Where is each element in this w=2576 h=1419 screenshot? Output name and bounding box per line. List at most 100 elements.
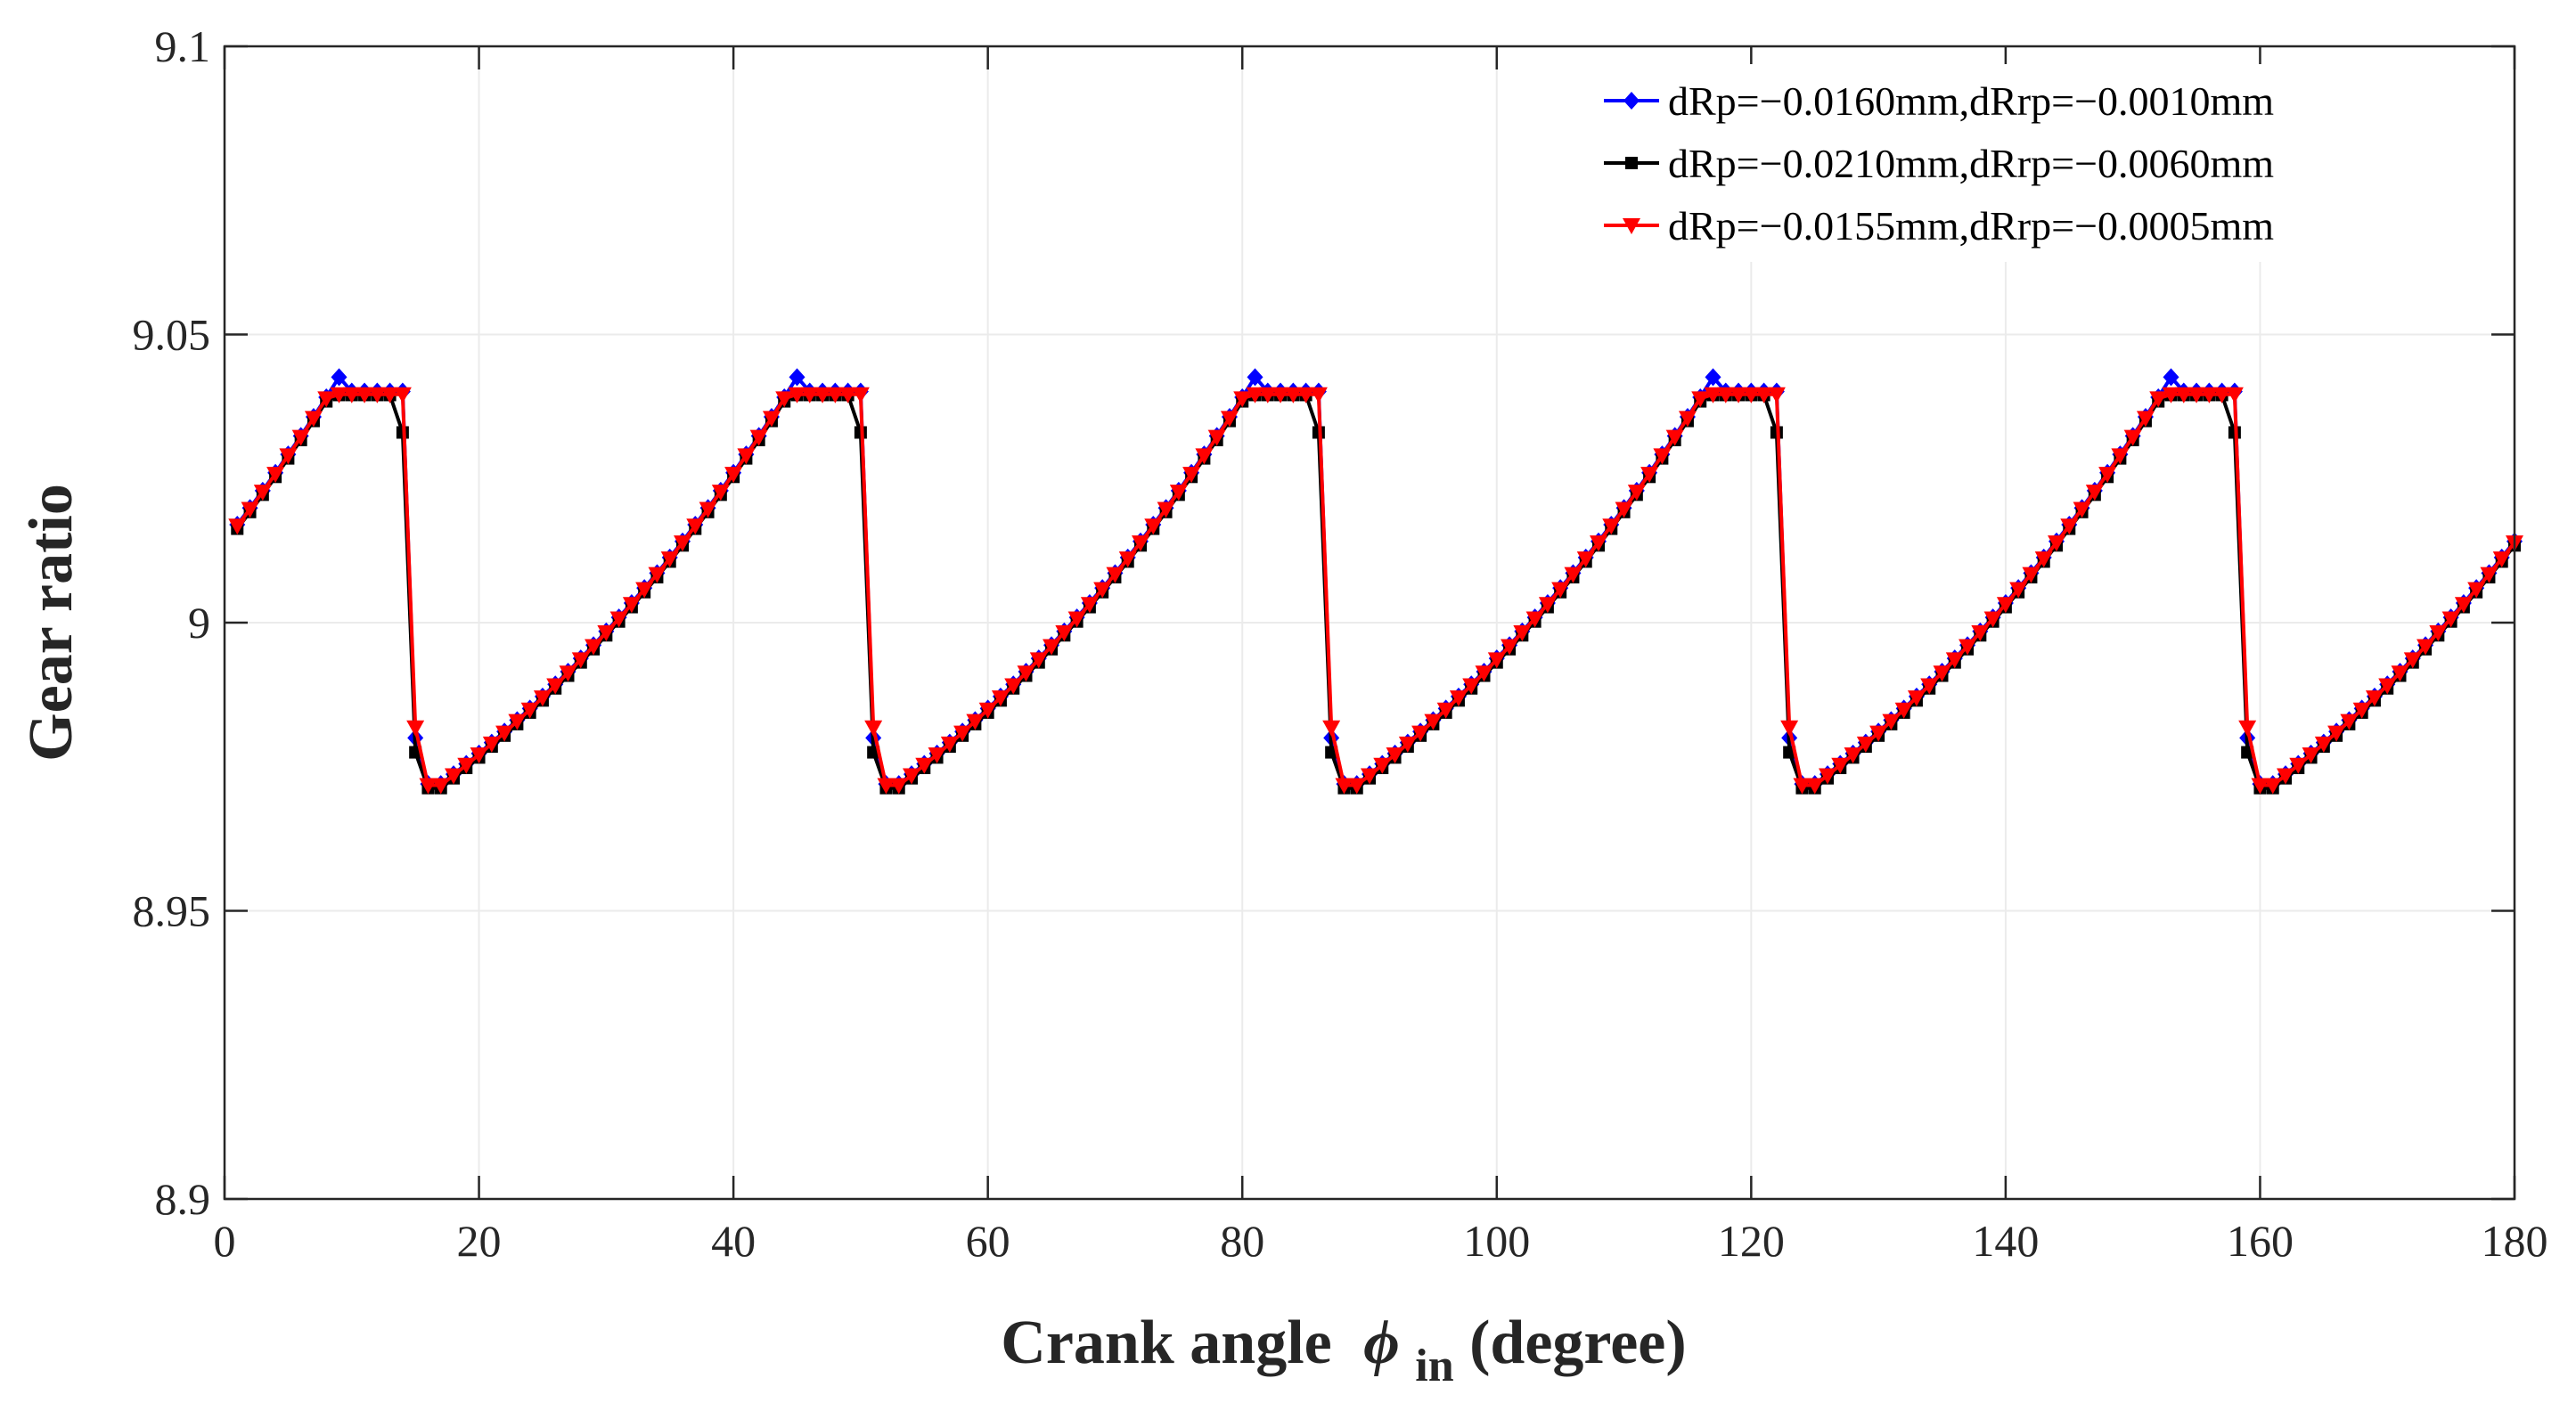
data-point-triangle — [1347, 778, 1366, 795]
x-tick-labels: 0 20 40 60 80 100 120 140 160 180 — [214, 1216, 2548, 1266]
data-point-triangle — [851, 387, 870, 404]
data-point-triangle — [1856, 736, 1875, 753]
data-point-triangle — [1462, 678, 1481, 695]
data-point-triangle — [2174, 387, 2193, 404]
data-point-triangle — [1157, 502, 1175, 518]
data-point-triangle — [2352, 702, 2371, 719]
data-point-triangle — [1959, 639, 1977, 656]
data-point-triangle — [2403, 652, 2422, 669]
x-tick-label: 140 — [1972, 1216, 2039, 1266]
data-point-triangle — [1640, 467, 1659, 484]
x-tick-label: 80 — [1220, 1216, 1264, 1266]
data-point-triangle — [1055, 624, 1074, 641]
x-axis-label-symbol: ϕ — [1363, 1309, 1400, 1377]
data-point-triangle — [520, 702, 539, 719]
data-point-triangle — [635, 582, 654, 599]
data-point-triangle — [1564, 567, 1582, 583]
data-point-triangle — [279, 448, 298, 465]
data-point-triangle — [2200, 387, 2219, 404]
data-point-triangle — [737, 448, 756, 465]
data-point-triangle — [1819, 768, 1836, 785]
data-point-triangle — [1754, 387, 1773, 404]
data-point-triangle — [648, 567, 666, 583]
data-point-triangle — [674, 535, 691, 552]
data-point-triangle — [1272, 387, 1290, 404]
data-point-triangle — [1475, 665, 1493, 682]
data-point-triangle — [2060, 518, 2079, 535]
data-point-triangle — [864, 720, 883, 737]
data-point-triangle — [1017, 665, 1035, 682]
data-point-triangle — [724, 467, 743, 484]
data-point-triangle — [1373, 757, 1392, 774]
data-point-triangle — [1907, 690, 1926, 707]
data-point-triangle — [991, 690, 1010, 707]
data-point-triangle — [953, 725, 972, 742]
legend-box — [1588, 64, 2506, 262]
data-point-triangle — [1615, 502, 1633, 518]
data-point-triangle — [2365, 690, 2384, 707]
data-point-triangle — [2454, 597, 2473, 614]
x-tick-label: 40 — [711, 1216, 756, 1266]
data-point-triangle — [2238, 720, 2257, 737]
data-point-triangle — [814, 387, 832, 404]
data-point-triangle — [775, 391, 794, 408]
data-point-triangle — [1730, 387, 1748, 404]
data-point-triangle — [1195, 448, 1214, 465]
data-point-triangle — [749, 429, 768, 446]
y-tick-label: 8.9 — [155, 1174, 211, 1224]
data-point-triangle — [1602, 518, 1621, 535]
data-point-triangle — [2441, 611, 2460, 628]
y-tick-label: 9.05 — [133, 310, 211, 360]
data-point-triangle — [609, 611, 628, 628]
data-point-triangle — [1246, 387, 1264, 404]
data-point-triangle — [1513, 624, 1532, 641]
data-point-triangle — [1258, 387, 1277, 404]
legend-entry-3: dRp=−0.0155mm,dRrp=−0.0005mm — [1604, 203, 2274, 249]
data-point-triangle — [686, 518, 705, 535]
data-point-triangle — [380, 387, 399, 404]
data-point-triangle — [1386, 747, 1404, 764]
data-point-triangle — [241, 502, 259, 518]
data-point-triangle — [597, 624, 616, 641]
data-point-triangle — [304, 411, 323, 428]
data-point-triangle — [1080, 597, 1099, 614]
data-point-triangle — [1538, 597, 1557, 614]
data-point-triangle — [826, 387, 845, 404]
data-point-triangle — [915, 757, 934, 774]
data-point-triangle — [1501, 639, 1519, 656]
x-axis-label-main: Crank angle — [1001, 1309, 1331, 1377]
data-point-triangle — [1793, 778, 1811, 795]
data-point-triangle — [699, 502, 717, 518]
x-tick-label: 60 — [966, 1216, 1010, 1266]
data-point-triangle — [1207, 429, 1226, 446]
data-point-triangle — [1144, 518, 1163, 535]
axis-ticks — [223, 45, 2516, 1201]
data-point-triangle — [2251, 778, 2269, 795]
data-point-diamond — [1247, 368, 1263, 387]
data-point-triangle — [253, 485, 272, 502]
x-tick-label: 180 — [2482, 1216, 2548, 1266]
data-point-triangle — [1780, 720, 1799, 737]
data-point-triangle — [838, 387, 857, 404]
data-point-triangle — [2111, 448, 2130, 465]
data-point-triangle — [482, 736, 501, 753]
y-tick-label: 8.95 — [133, 886, 211, 936]
data-point-triangle — [1576, 551, 1595, 568]
data-point-triangle — [2480, 567, 2498, 583]
data-point-triangle — [966, 714, 985, 730]
data-point-triangle — [2492, 551, 2511, 568]
data-point-triangle — [2467, 582, 2486, 599]
data-point-triangle — [266, 467, 285, 484]
data-point-triangle — [368, 387, 387, 404]
data-point-triangle — [559, 665, 577, 682]
data-point-diamond — [2163, 368, 2179, 387]
data-point-triangle — [2225, 387, 2244, 404]
data-point-triangle — [585, 639, 603, 656]
y-tick-labels: 8.9 8.95 9 9.05 9.1 — [133, 21, 211, 1224]
data-point-triangle — [2314, 736, 2333, 753]
data-point-triangle — [2327, 725, 2346, 742]
data-point-triangle — [228, 518, 247, 535]
data-point-triangle — [2289, 757, 2308, 774]
data-point-triangle — [1436, 702, 1455, 719]
